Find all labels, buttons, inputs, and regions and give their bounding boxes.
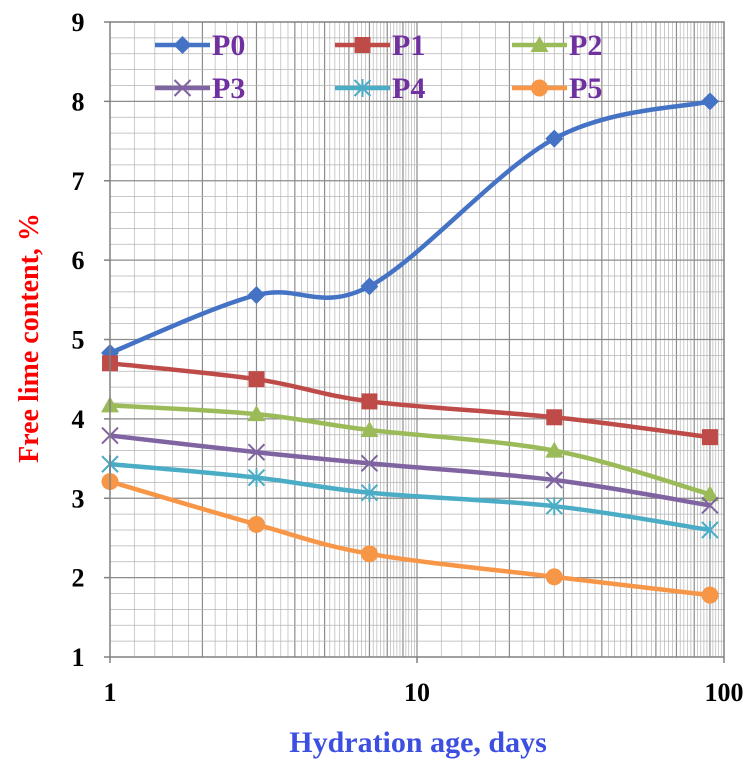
legend-item-p0: P0 [155,29,245,62]
series-p3 [101,426,719,515]
x-axis-label: Hydration age, days [289,726,547,759]
x-tick-label: 1 [104,678,117,707]
legend-marker [173,36,192,54]
series-line-p4 [109,461,711,533]
x-tick-label: 100 [705,678,744,707]
legend-label: P0 [212,29,245,62]
series-p1 [102,355,718,446]
legend-marker [530,36,549,52]
legend-label: P4 [392,72,425,105]
data-point-p1 [701,429,718,446]
data-point-p2 [247,405,266,422]
y-tick-label: 3 [72,484,85,513]
data-point-p2 [700,485,719,502]
legend-marker [354,37,371,53]
data-point-p0 [700,92,719,111]
series-line-p1 [109,361,711,440]
series-p5 [101,473,719,604]
series-line-p3 [109,433,711,508]
y-tick-label: 1 [72,643,85,672]
data-point-p1 [248,371,265,388]
y-axis-label: Free lime content, % [14,213,45,463]
y-tick-label: 2 [72,564,85,593]
series-line-p2 [109,403,711,497]
data-point-p4 [545,497,563,516]
y-tick-label: 7 [72,167,85,196]
series-group [101,92,719,604]
data-point-p4 [247,468,266,487]
axes: 1 2 3 4 5 6 7 8 9 1 10 100 [72,8,744,707]
legend-label: P1 [392,29,425,62]
legend-item-p2: P2 [512,29,602,62]
y-tick-label: 9 [72,8,85,37]
legend-marker [173,79,192,97]
legend-marker [353,79,372,97]
data-point-p4 [701,521,719,539]
data-point-p4 [360,483,379,502]
data-point-p3 [247,443,266,461]
series-line-p0 [109,99,711,356]
legend-item-p3: P3 [155,72,245,105]
data-point-p1 [361,393,378,410]
series-p4 [101,455,719,539]
y-tick-label: 5 [72,326,85,355]
data-point-p0 [360,277,379,296]
data-point-p5 [360,545,378,563]
data-point-p2 [360,420,379,437]
y-tick-label: 4 [72,405,85,434]
legend: P0 P1 P2 P3 P4 P5 [155,29,602,105]
data-point-p1 [546,409,563,426]
data-point-p3 [701,496,719,515]
legend-item-p1: P1 [335,29,425,62]
data-point-p3 [545,471,563,489]
data-point-p0 [247,286,266,305]
data-point-p2 [545,441,564,458]
grid [110,22,724,657]
data-point-p5 [545,568,563,586]
x-tick-label: 10 [404,678,430,707]
legend-marker [531,79,548,97]
legend-item-p5: P5 [512,72,602,105]
legend-item-p4: P4 [335,72,425,105]
legend-label: P2 [569,29,602,62]
legend-label: P3 [212,72,245,105]
data-point-p0 [545,129,564,148]
y-tick-label: 8 [72,87,85,116]
y-tick-label: 6 [72,246,85,275]
legend-label: P5 [569,72,602,105]
data-point-p5 [701,586,719,604]
data-point-p3 [360,454,379,473]
data-point-p5 [247,515,265,533]
